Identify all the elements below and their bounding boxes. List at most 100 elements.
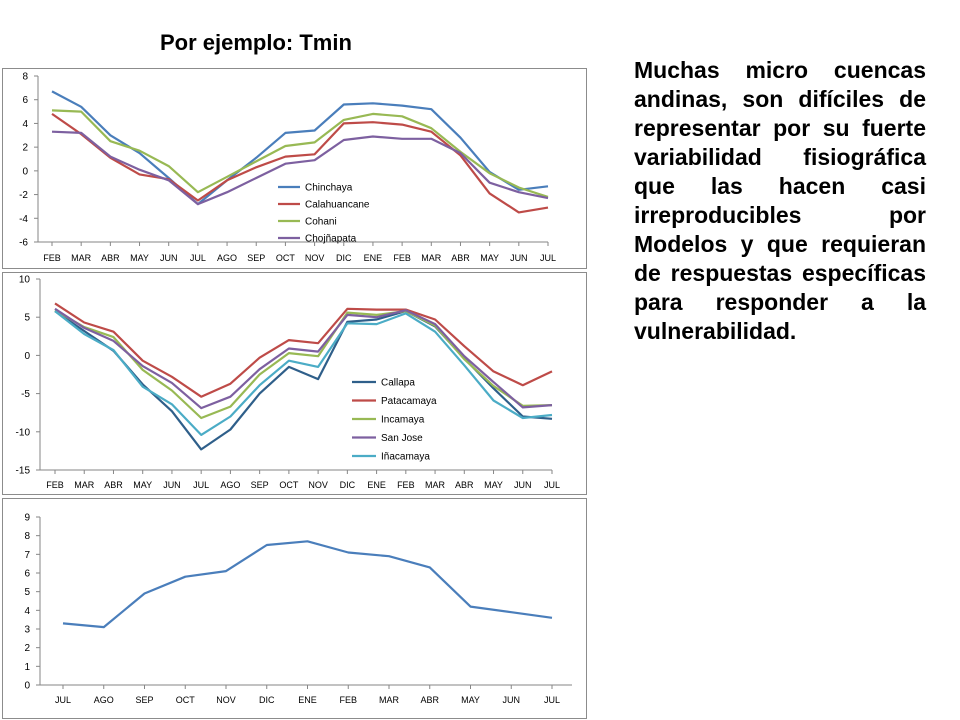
y-tick-label: 4 bbox=[22, 119, 28, 130]
x-tick-label: ABR bbox=[451, 253, 470, 263]
x-tick-label: AGO bbox=[217, 253, 237, 263]
legend-label: Chinchaya bbox=[305, 183, 353, 194]
x-tick-label: MAR bbox=[379, 695, 400, 705]
series-line bbox=[51, 109, 549, 198]
x-tick-label: AGO bbox=[220, 480, 240, 490]
x-tick-label: JUL bbox=[544, 480, 560, 490]
x-tick-label: ABR bbox=[420, 695, 439, 705]
y-tick-label: 8 bbox=[24, 531, 30, 542]
series-line bbox=[54, 309, 553, 420]
x-tick-label: OCT bbox=[276, 253, 296, 263]
y-tick-label: 5 bbox=[24, 587, 30, 598]
x-tick-label: JUL bbox=[190, 253, 206, 263]
chart-tmin-stations-2: 10 5 0 -5 -10 -15 FEB MAR ABR MAY JUN JUL AGO SEP OCT N… bbox=[0, 270, 590, 495]
y-tick-label: 3 bbox=[24, 625, 30, 636]
x-tick-label: ABR bbox=[455, 480, 474, 490]
x-tick-label: FEB bbox=[339, 695, 357, 705]
series-line bbox=[51, 130, 549, 206]
y-tick-label: 2 bbox=[24, 643, 30, 654]
legend-label: Calahuancane bbox=[305, 200, 370, 211]
y-tick-label: -4 bbox=[19, 214, 28, 225]
x-tick-label: JUL bbox=[540, 253, 556, 263]
x-tick-label: JUL bbox=[544, 695, 560, 705]
y-tick-label: 1 bbox=[24, 662, 30, 673]
y-tick-label: 8 bbox=[22, 72, 28, 83]
legend-label: Chojñapata bbox=[305, 234, 357, 245]
x-tick-label: JUL bbox=[193, 480, 209, 490]
x-tick-label: FEB bbox=[43, 253, 61, 263]
x-tick-label: ABR bbox=[104, 480, 123, 490]
x-tick-label: JUN bbox=[514, 480, 532, 490]
y-tick-label: 10 bbox=[19, 275, 31, 286]
chart-svg: 10 5 0 -5 -10 -15 FEB MAR ABR MAY JUN JUL AGO SEP OCT N… bbox=[2, 272, 587, 495]
x-tick-label: OCT bbox=[279, 480, 299, 490]
x-tick-label: FEB bbox=[46, 480, 64, 490]
x-tick-label: SEP bbox=[251, 480, 269, 490]
x-tick-label: NOV bbox=[305, 253, 325, 263]
x-tick-label: FEB bbox=[397, 480, 415, 490]
series-line bbox=[54, 310, 553, 436]
x-tick-label: JUN bbox=[163, 480, 181, 490]
page-title: Por ejemplo: Tmin bbox=[160, 30, 352, 55]
x-tick-label: JUN bbox=[510, 253, 528, 263]
y-tick-label: 0 bbox=[24, 351, 30, 362]
x-tick-label: JUN bbox=[503, 695, 521, 705]
y-tick-label: -5 bbox=[21, 389, 30, 400]
x-tick-label: MAY bbox=[484, 480, 503, 490]
legend-label: San Jose bbox=[381, 433, 423, 444]
x-tick-label: SEP bbox=[135, 695, 153, 705]
legend-label: Incamaya bbox=[381, 415, 425, 426]
chart-tmin-stations-1: 8 6 4 2 0 -2 -4 -6 FEB MAR ABR MAY JUN JUL AGO SEP OCT NO… bbox=[0, 66, 590, 269]
x-tick-label: AGO bbox=[94, 695, 114, 705]
x-tick-label: ENE bbox=[364, 253, 383, 263]
x-tick-label: MAR bbox=[74, 480, 95, 490]
chart-frame bbox=[2, 68, 587, 269]
y-tick-label: 6 bbox=[22, 95, 28, 106]
x-tick-label: DIC bbox=[259, 695, 275, 705]
y-tick-label: 2 bbox=[22, 143, 28, 154]
y-tick-label: 0 bbox=[24, 681, 30, 692]
y-tick-label: -10 bbox=[16, 427, 31, 438]
legend-label: Patacamaya bbox=[381, 396, 437, 407]
x-tick-label: NOV bbox=[216, 695, 236, 705]
y-tick-label: 6 bbox=[24, 569, 30, 580]
x-tick-label: NOV bbox=[308, 480, 328, 490]
x-tick-label: ENE bbox=[298, 695, 317, 705]
y-tick-label: 4 bbox=[24, 606, 30, 617]
y-tick-label: 9 bbox=[24, 513, 30, 524]
x-tick-label: MAR bbox=[71, 253, 92, 263]
series-line bbox=[51, 112, 549, 214]
x-tick-label: JUN bbox=[160, 253, 178, 263]
legend-label: Cohani bbox=[305, 217, 337, 228]
chart-svg: 9 8 7 6 5 4 3 2 1 0 JUL AGO SEP OCT NOV DIC ENE FEB MAR ABR… bbox=[2, 498, 587, 719]
series-line bbox=[54, 302, 553, 398]
x-tick-label: JUL bbox=[55, 695, 71, 705]
y-tick-label: -2 bbox=[19, 190, 28, 201]
chart-svg: 8 6 4 2 0 -2 -4 -6 FEB MAR ABR MAY JUN JUL AGO SEP OCT NO… bbox=[2, 68, 587, 269]
y-tick-label: -15 bbox=[16, 466, 31, 477]
x-tick-label: MAR bbox=[425, 480, 446, 490]
y-tick-label: 5 bbox=[24, 313, 30, 324]
chart-frame bbox=[2, 272, 587, 495]
x-tick-label: MAR bbox=[421, 253, 442, 263]
chart-tmin-average: 9 8 7 6 5 4 3 2 1 0 JUL AGO SEP OCT NOV DIC ENE FEB MAR ABR… bbox=[0, 496, 590, 720]
series-line bbox=[54, 307, 553, 410]
description-paragraph: Muchas micro cuencas andinas, son difíci… bbox=[634, 57, 926, 344]
x-tick-label: OCT bbox=[176, 695, 196, 705]
x-tick-label: DIC bbox=[340, 480, 356, 490]
x-tick-label: MAY bbox=[480, 253, 499, 263]
x-tick-label: MAY bbox=[133, 480, 152, 490]
y-tick-label: 0 bbox=[22, 166, 28, 177]
x-tick-label: MAY bbox=[461, 695, 480, 705]
legend-label: Callapa bbox=[381, 378, 415, 389]
x-tick-label: FEB bbox=[393, 253, 411, 263]
series-line bbox=[62, 540, 553, 629]
x-tick-label: MAY bbox=[130, 253, 149, 263]
legend-label: Iñacamaya bbox=[381, 452, 430, 463]
x-tick-label: DIC bbox=[336, 253, 352, 263]
x-tick-label: SEP bbox=[247, 253, 265, 263]
x-tick-label: ABR bbox=[101, 253, 120, 263]
x-tick-label: ENE bbox=[367, 480, 386, 490]
y-tick-label: -6 bbox=[19, 238, 28, 249]
y-tick-label: 7 bbox=[24, 550, 30, 561]
